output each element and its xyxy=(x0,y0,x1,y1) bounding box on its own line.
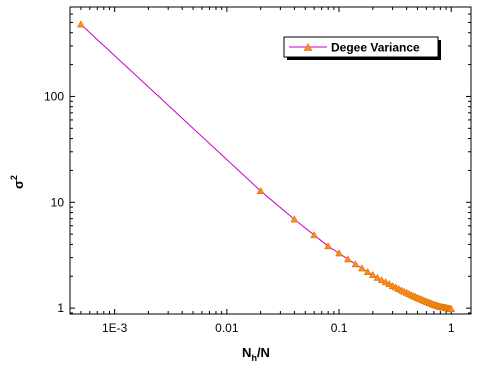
y-tick-label: 10 xyxy=(51,195,65,209)
data-point-marker xyxy=(310,231,319,239)
data-point-marker xyxy=(373,273,382,281)
data-point-marker xyxy=(447,305,456,313)
x-tick-label: 1 xyxy=(448,321,455,335)
data-point-marker xyxy=(351,260,360,268)
x-axis-title: Nh/N xyxy=(242,345,270,363)
x-tick-label: 1E-3 xyxy=(102,321,128,335)
data-point-marker xyxy=(290,215,299,223)
x-tick-label: 0.1 xyxy=(331,321,348,335)
data-point-marker xyxy=(368,270,377,278)
data-point-marker xyxy=(344,255,352,263)
y-tick-label: 1 xyxy=(57,301,64,315)
data-point-marker xyxy=(363,267,372,275)
x-tick-label: 0.01 xyxy=(215,321,239,335)
legend-triangle-marker xyxy=(303,42,313,51)
data-point-marker xyxy=(335,249,343,257)
series-line-degee-variance xyxy=(80,23,452,310)
y-axis-ticks: 1 10 100 xyxy=(44,6,471,315)
legend-label: Degee Variance xyxy=(331,41,420,55)
plot-frame xyxy=(69,6,472,315)
data-point-marker xyxy=(256,186,265,194)
x-axis-ticks: 1E-3 0.01 0.1 1 xyxy=(69,7,455,335)
data-point-marker xyxy=(324,242,333,250)
legend-box xyxy=(283,36,439,58)
y-tick-label: 100 xyxy=(44,89,64,103)
data-point-marker xyxy=(377,276,386,284)
y-axis-title: σ2 xyxy=(9,175,26,189)
data-point-marker xyxy=(76,20,85,28)
legend: Degee Variance xyxy=(283,36,441,60)
series-markers-degee-variance xyxy=(76,20,456,313)
data-point-marker xyxy=(358,264,366,272)
